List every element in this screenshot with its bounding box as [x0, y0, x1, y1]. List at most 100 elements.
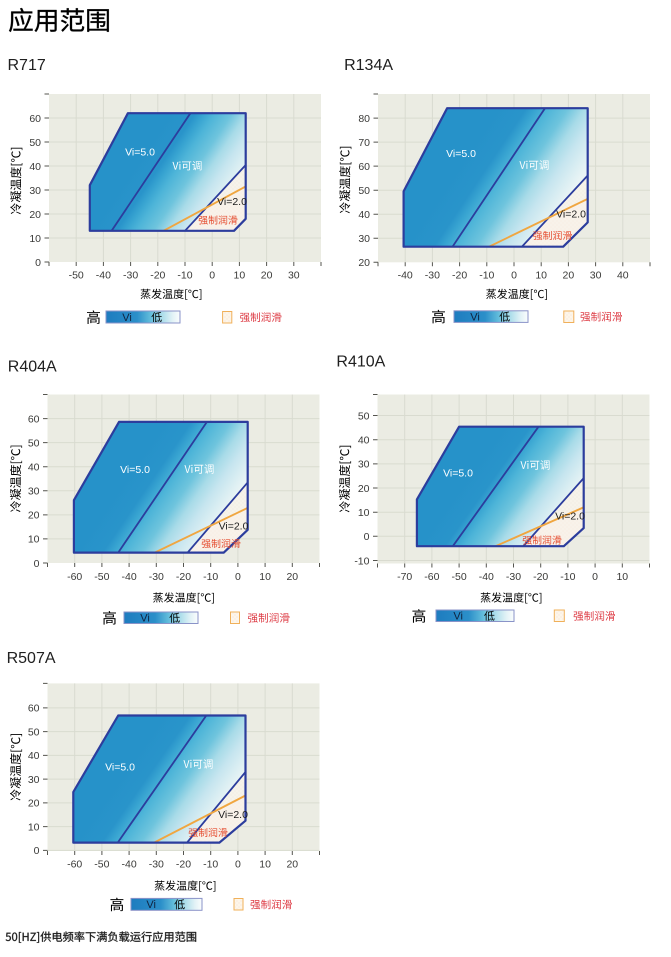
svg-text:-10: -10	[354, 555, 369, 567]
svg-text:10: 10	[259, 571, 271, 583]
svg-text:50: 50	[28, 437, 40, 449]
svg-text:60: 60	[28, 703, 40, 715]
svg-text:40: 40	[358, 435, 370, 447]
svg-text:Vi=2.0: Vi=2.0	[217, 196, 247, 208]
svg-text:60: 60	[29, 113, 41, 125]
svg-text:-30: -30	[506, 571, 521, 583]
svg-text:20: 20	[261, 269, 273, 281]
svg-text:Vi=5.0: Vi=5.0	[125, 147, 155, 159]
svg-text:10: 10	[234, 269, 246, 281]
svg-text:-50: -50	[69, 269, 84, 281]
svg-text:30: 30	[28, 486, 40, 498]
svg-text:-20: -20	[452, 269, 467, 281]
svg-text:Vi: Vi	[146, 899, 156, 911]
svg-text:20: 20	[28, 510, 40, 522]
svg-text:Vi=5.0: Vi=5.0	[443, 468, 473, 480]
svg-text:20: 20	[29, 209, 41, 221]
svg-text:20: 20	[28, 798, 40, 810]
svg-text:-30: -30	[149, 858, 164, 870]
svg-text:-50: -50	[452, 571, 467, 583]
svg-text:10: 10	[29, 233, 41, 245]
svg-text:-10: -10	[177, 269, 192, 281]
svg-text:R404A: R404A	[8, 358, 57, 375]
svg-text:-30: -30	[123, 269, 138, 281]
svg-text:70: 70	[358, 137, 370, 149]
svg-text:10: 10	[28, 821, 40, 833]
svg-text:-30: -30	[425, 269, 440, 281]
svg-text:R507A: R507A	[7, 650, 56, 667]
svg-text:0: 0	[592, 571, 598, 583]
svg-text:60: 60	[28, 413, 40, 425]
svg-text:-40: -40	[398, 269, 413, 281]
svg-text:30: 30	[288, 269, 300, 281]
svg-text:Vi=2.0: Vi=2.0	[555, 511, 585, 523]
svg-text:-60: -60	[424, 571, 439, 583]
svg-text:10: 10	[535, 269, 547, 281]
svg-text:-40: -40	[96, 269, 111, 281]
svg-text:40: 40	[358, 209, 370, 221]
svg-text:-50: -50	[94, 858, 109, 870]
svg-text:Vi=2.0: Vi=2.0	[219, 521, 249, 533]
svg-text:30: 30	[590, 269, 602, 281]
svg-text:20: 20	[358, 257, 370, 269]
svg-text:-40: -40	[122, 858, 137, 870]
svg-text:Vi=5.0: Vi=5.0	[446, 148, 476, 160]
svg-text:-60: -60	[67, 571, 82, 583]
svg-text:Vi=5.0: Vi=5.0	[120, 464, 150, 476]
svg-text:60: 60	[358, 161, 370, 173]
svg-text:20: 20	[358, 483, 370, 495]
svg-text:-70: -70	[397, 571, 412, 583]
svg-text:80: 80	[358, 113, 370, 125]
svg-text:10: 10	[259, 858, 271, 870]
svg-text:R134A: R134A	[344, 57, 393, 74]
svg-text:30: 30	[28, 774, 40, 786]
svg-text:30: 30	[358, 233, 370, 245]
svg-text:-40: -40	[479, 571, 494, 583]
svg-text:-60: -60	[67, 858, 82, 870]
svg-text:10: 10	[616, 571, 628, 583]
svg-text:0: 0	[235, 858, 241, 870]
svg-text:Vi: Vi	[140, 613, 150, 625]
svg-text:20: 20	[286, 571, 298, 583]
svg-text:-10: -10	[203, 858, 218, 870]
svg-text:50: 50	[28, 726, 40, 738]
svg-text:Vi=5.0: Vi=5.0	[105, 762, 135, 774]
svg-text:-20: -20	[533, 571, 548, 583]
svg-text:0: 0	[35, 257, 41, 269]
svg-text:-30: -30	[149, 571, 164, 583]
svg-text:R410A: R410A	[336, 354, 385, 371]
svg-text:R717: R717	[8, 57, 46, 74]
svg-text:0: 0	[235, 571, 241, 583]
svg-text:-20: -20	[176, 858, 191, 870]
svg-text:40: 40	[28, 750, 40, 762]
svg-text:-10: -10	[203, 571, 218, 583]
svg-text:20: 20	[286, 858, 298, 870]
svg-text:0: 0	[34, 558, 40, 570]
svg-text:Vi: Vi	[453, 611, 463, 623]
svg-text:Vi: Vi	[470, 312, 480, 324]
svg-text:Vi: Vi	[122, 312, 132, 324]
svg-text:Vi=2.0: Vi=2.0	[556, 209, 586, 221]
svg-text:-10: -10	[479, 269, 494, 281]
svg-text:40: 40	[29, 161, 41, 173]
svg-text:40: 40	[617, 269, 629, 281]
svg-text:30: 30	[29, 185, 41, 197]
svg-text:30: 30	[358, 459, 370, 471]
svg-text:40: 40	[28, 462, 40, 474]
svg-text:10: 10	[28, 534, 40, 546]
svg-text:10: 10	[358, 507, 370, 519]
svg-text:50: 50	[29, 137, 41, 149]
svg-text:Vi=2.0: Vi=2.0	[218, 809, 248, 821]
svg-text:50: 50	[358, 410, 370, 422]
svg-text:-40: -40	[122, 571, 137, 583]
svg-text:0: 0	[34, 845, 40, 857]
svg-text:0: 0	[209, 269, 215, 281]
svg-text:0: 0	[511, 269, 517, 281]
svg-text:20: 20	[563, 269, 575, 281]
svg-text:50: 50	[358, 185, 370, 197]
svg-text:-50: -50	[94, 571, 109, 583]
svg-text:-20: -20	[176, 571, 191, 583]
svg-text:-20: -20	[150, 269, 165, 281]
svg-text:-10: -10	[560, 571, 575, 583]
svg-text:0: 0	[364, 531, 370, 543]
